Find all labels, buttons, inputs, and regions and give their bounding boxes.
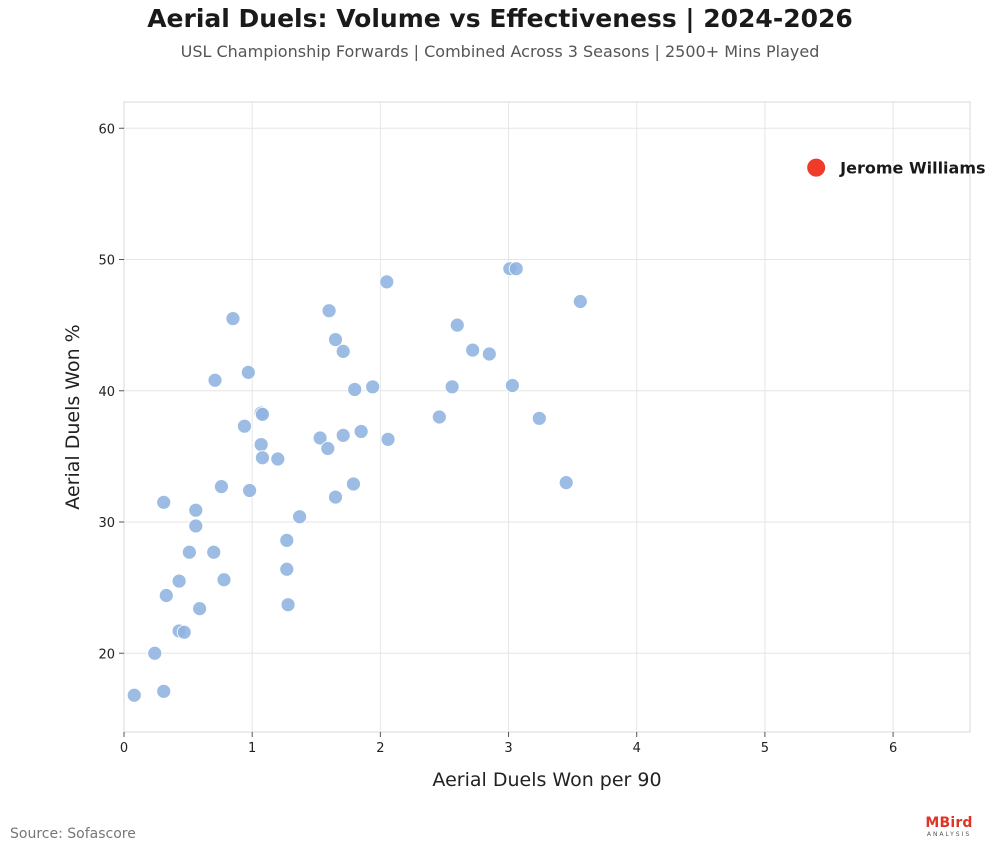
x-tick-label: 5: [761, 741, 769, 756]
data-point: [126, 687, 142, 703]
data-points: [126, 261, 588, 703]
x-tick-label: 3: [504, 741, 512, 756]
data-point: [321, 303, 337, 319]
logo-main-text: MBird: [925, 815, 973, 831]
data-point: [225, 311, 241, 326]
mbird-logo: MBird ANALYSIS: [922, 815, 976, 839]
chart-title: Aerial Duels: Volume vs Effectiveness | …: [147, 4, 853, 33]
data-point: [431, 409, 447, 425]
data-point: [255, 406, 270, 422]
data-point: [346, 476, 361, 492]
data-point: [253, 437, 269, 452]
data-point: [188, 502, 204, 518]
data-point: [508, 261, 524, 277]
data-point: [279, 532, 295, 548]
data-point: [270, 451, 286, 467]
data-point: [207, 372, 223, 388]
chart-subtitle: USL Championship Forwards | Combined Acr…: [180, 42, 820, 61]
axis-ticks: 0 1 2 3 4 5 6 20 30 40 50 60: [98, 122, 897, 756]
source-note: Source: Sofascore: [10, 826, 136, 842]
data-point: [504, 378, 520, 393]
y-tick-label: 60: [98, 122, 115, 137]
x-tick-label: 6: [889, 741, 897, 756]
data-point: [280, 597, 296, 613]
data-point: [192, 601, 208, 617]
data-point: [279, 561, 295, 577]
logo-sub-text: ANALYSIS: [926, 831, 972, 838]
data-point: [572, 294, 588, 309]
data-point: [449, 317, 465, 333]
grid-lines: [123, 102, 970, 732]
y-axis-label: Aerial Duels Won %: [62, 324, 84, 509]
data-point: [558, 475, 574, 491]
data-point: [365, 379, 381, 395]
data-point: [181, 544, 197, 560]
y-tick-label: 50: [98, 254, 115, 269]
data-point: [242, 483, 258, 498]
highlight-label: Jerome Williams: [839, 159, 985, 178]
data-point: [214, 479, 229, 494]
data-point: [188, 518, 204, 534]
data-point: [255, 450, 270, 466]
data-point: [240, 364, 256, 380]
x-tick-label: 0: [120, 741, 128, 756]
data-point: [328, 489, 343, 505]
data-point: [171, 573, 187, 589]
data-point: [156, 683, 172, 699]
data-point: [335, 427, 351, 443]
plot-frame: [123, 101, 971, 733]
y-tick-label: 40: [98, 385, 115, 400]
x-tick-label: 2: [376, 741, 384, 756]
data-point: [156, 494, 172, 510]
data-point: [481, 346, 497, 362]
x-axis-label: Aerial Duels Won per 90: [432, 769, 661, 791]
data-point: [320, 441, 336, 456]
data-point: [237, 418, 252, 434]
y-tick-label: 30: [98, 516, 115, 531]
data-point: [444, 379, 460, 395]
data-point: [147, 645, 163, 661]
data-point: [158, 588, 174, 603]
data-point: [379, 274, 395, 290]
data-point: [353, 424, 369, 439]
y-tick-label: 20: [98, 647, 115, 662]
x-tick-label: 1: [248, 741, 256, 756]
data-point: [176, 624, 192, 640]
data-point: [206, 544, 222, 560]
highlighted-player: Jerome Williams: [806, 157, 986, 178]
x-tick-label: 4: [633, 741, 641, 756]
data-point: [347, 382, 363, 397]
data-point: [465, 342, 481, 358]
highlight-point: [806, 157, 827, 178]
data-point: [328, 332, 343, 347]
data-point: [216, 572, 232, 588]
data-point: [312, 430, 328, 446]
data-point: [335, 343, 351, 359]
data-point: [531, 410, 547, 426]
data-point: [380, 431, 396, 447]
data-point: [292, 509, 308, 525]
